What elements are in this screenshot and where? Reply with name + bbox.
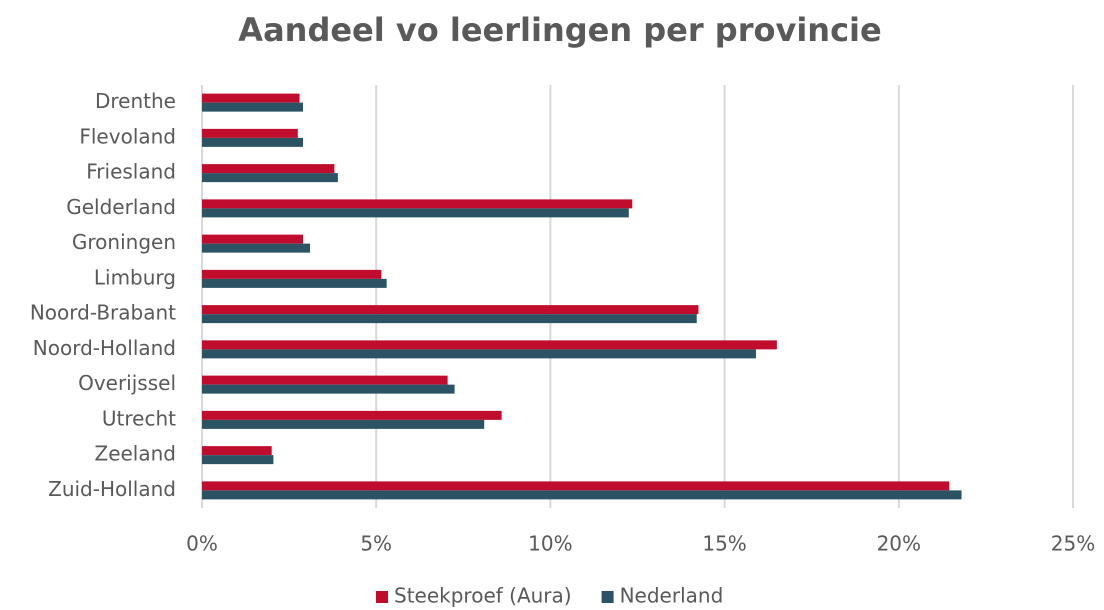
- y-tick-label: Flevoland: [79, 124, 176, 148]
- bar: [202, 481, 950, 491]
- chart-title: Aandeel vo leerlingen per provincie: [238, 11, 881, 49]
- x-tick-label: 0%: [186, 532, 218, 556]
- bar: [202, 164, 335, 174]
- x-tick-label: 25%: [1051, 532, 1095, 556]
- y-tick-label: Noord-Brabant: [30, 301, 176, 325]
- y-tick-label: Utrecht: [102, 406, 176, 430]
- y-tick-label: Zeeland: [95, 442, 177, 466]
- bar: [202, 234, 304, 244]
- bar: [202, 314, 697, 324]
- bar: [202, 410, 502, 420]
- bar: [202, 446, 272, 456]
- x-tick-label: 20%: [877, 532, 921, 556]
- y-tick-label: Overijssel: [78, 371, 176, 395]
- y-tick-label: Limburg: [94, 265, 176, 289]
- bar: [202, 375, 448, 385]
- x-tick-label: 10%: [528, 532, 572, 556]
- bar: [202, 208, 629, 218]
- bar: [202, 128, 298, 138]
- bar: [202, 490, 962, 500]
- x-tick-label: 5%: [360, 532, 392, 556]
- y-tick-label: Zuid-Holland: [48, 477, 176, 501]
- bar: [202, 173, 338, 183]
- bar: [202, 102, 304, 112]
- y-tick-label: Groningen: [72, 230, 176, 254]
- bar: [202, 305, 699, 315]
- bar: [202, 455, 274, 465]
- bar: [202, 137, 304, 147]
- legend-label: Steekproef (Aura): [394, 584, 572, 608]
- y-tick-label: Gelderland: [66, 195, 176, 219]
- legend-swatch: [376, 591, 388, 603]
- bar: [202, 199, 633, 209]
- y-tick-label: Drenthe: [95, 89, 176, 113]
- x-tick-label: 15%: [702, 532, 746, 556]
- bar: [202, 269, 382, 279]
- bar: [202, 349, 756, 359]
- bar: [202, 384, 455, 394]
- bar: [202, 278, 387, 288]
- bar: [202, 243, 311, 253]
- bar: [202, 419, 485, 429]
- bar: [202, 93, 300, 103]
- bar: [202, 340, 777, 350]
- y-tick-label: Friesland: [86, 160, 176, 184]
- y-tick-label: Noord-Holland: [33, 336, 176, 360]
- legend-swatch: [601, 591, 614, 603]
- legend-label: Nederland: [620, 584, 724, 608]
